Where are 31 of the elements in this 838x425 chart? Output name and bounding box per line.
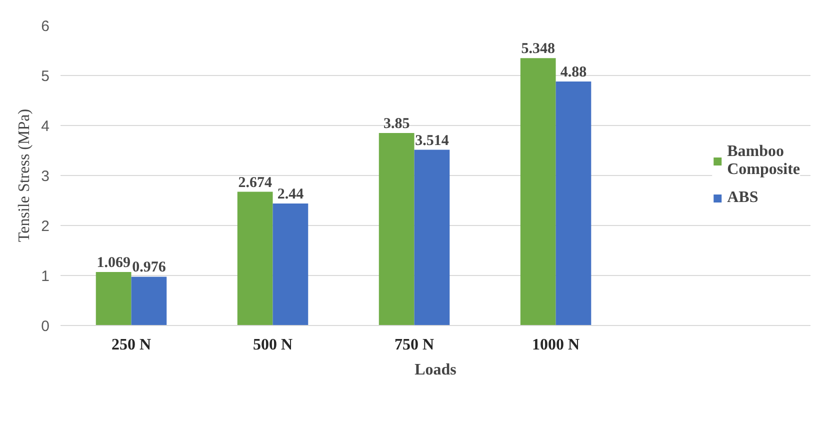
data-label: 2.44 — [277, 186, 304, 202]
data-label: 4.88 — [560, 64, 587, 80]
bar — [378, 133, 414, 326]
bar — [556, 82, 592, 326]
bar — [96, 272, 132, 326]
y-tick-label: 2 — [41, 218, 50, 235]
bar — [520, 58, 556, 326]
bar — [237, 192, 273, 326]
legend-label: ABS — [727, 189, 758, 207]
data-label: 1.069 — [96, 255, 130, 272]
y-tick-label: 6 — [41, 18, 50, 35]
x-axis-title: Loads — [414, 362, 456, 378]
bar — [131, 276, 167, 326]
bar — [272, 204, 308, 326]
data-label: 5.348 — [521, 41, 555, 58]
x-tick-label: 1000 N — [532, 336, 580, 354]
y-tick-label: 3 — [41, 168, 50, 185]
data-label: 3.514 — [415, 132, 450, 149]
x-tick-label: 250 N — [111, 336, 152, 354]
y-tick-label: 0 — [41, 318, 50, 335]
legend-label: Bamboo Composite — [727, 143, 800, 179]
y-tick-label: 5 — [41, 68, 50, 85]
y-axis-title: Tensile Stress (MPa) — [16, 108, 34, 242]
y-tick-label: 1 — [41, 268, 50, 285]
y-tick-label: 4 — [41, 118, 50, 135]
x-tick-label: 750 N — [394, 336, 434, 354]
data-label: 2.674 — [238, 174, 272, 191]
x-tick-label: 500 N — [252, 336, 293, 354]
data-label: 3.85 — [383, 116, 410, 132]
bar — [414, 150, 450, 326]
data-label: 0.976 — [132, 260, 166, 276]
